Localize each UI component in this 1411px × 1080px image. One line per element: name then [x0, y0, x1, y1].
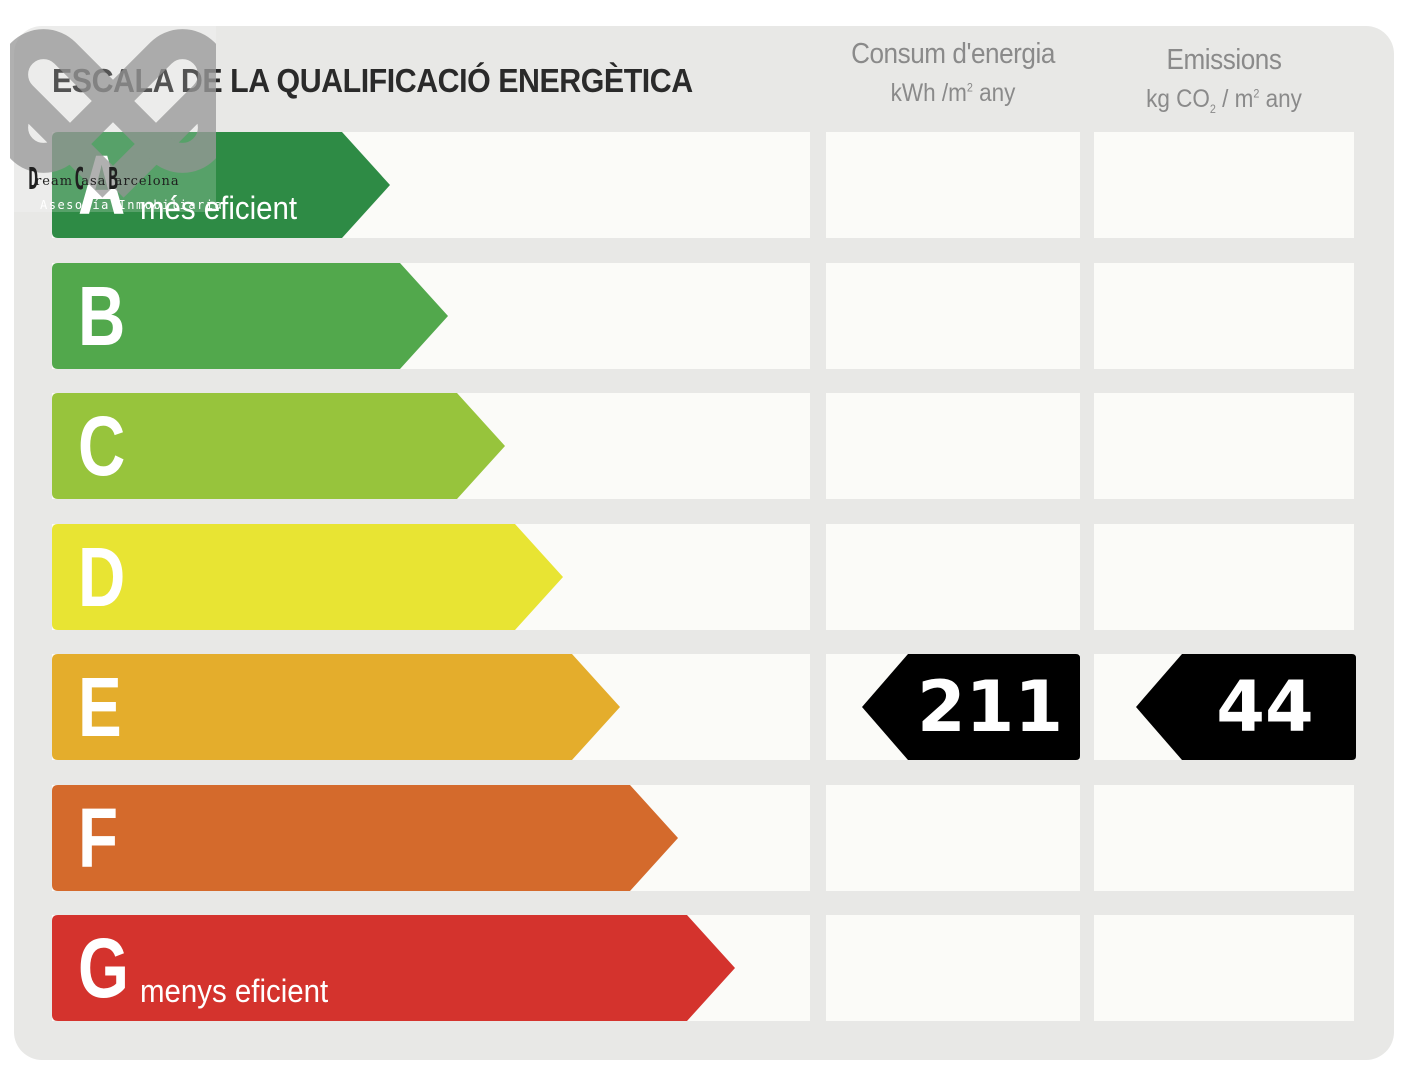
- emissions-cell: [1094, 524, 1354, 630]
- interlocked-hearts-logo-icon: [10, 6, 216, 212]
- consum-column-header: Consum d'energia kWh /m2 any: [826, 38, 1080, 108]
- consum-cell: [826, 524, 1080, 630]
- rating-letter: D: [78, 530, 126, 624]
- consum-cell: [826, 785, 1080, 891]
- emissions-column-title: Emissions: [1166, 44, 1282, 76]
- emissions-cell: [1094, 915, 1354, 1021]
- emissions-cell: [1094, 393, 1354, 499]
- rating-efficiency-label: més eficient: [140, 190, 298, 226]
- rating-letter: F: [78, 791, 119, 885]
- rating-letter: C: [78, 399, 126, 493]
- emissions-rating-badge-value: 44: [1216, 666, 1314, 748]
- emissions-cell: [1094, 263, 1354, 369]
- rating-letter: B: [78, 269, 126, 363]
- emissions-cell: [1094, 132, 1354, 238]
- rating-arrow-b: B: [52, 263, 450, 369]
- emissions-cell: [1094, 785, 1354, 891]
- emissions-column-header: Emissions kg CO2 / m2 any: [1094, 44, 1354, 116]
- logo-tagline: Asesoría Inmobiliaria: [40, 198, 224, 212]
- rating-arrow-e: E: [52, 654, 622, 760]
- consum-cell: [826, 263, 1080, 369]
- rating-efficiency-label: menys eficient: [140, 973, 329, 1009]
- rating-arrow-f: F: [52, 785, 680, 891]
- logo-wordmark: Dream Casa Barcelona Asesoría Inmobiliar…: [28, 162, 224, 212]
- emissions-rating-badge: 44: [1134, 654, 1356, 760]
- rating-arrow-c: C: [52, 393, 507, 499]
- consum-cell: [826, 393, 1080, 499]
- consum-column-title: Consum d'energia: [851, 38, 1055, 70]
- rating-letter: G: [78, 921, 129, 1015]
- consum-column-unit: kWh /m2 any: [890, 79, 1016, 107]
- emissions-column-unit: kg CO2 / m2 any: [1146, 85, 1302, 116]
- consum-cell: [826, 132, 1080, 238]
- consum-rating-badge: 211: [860, 654, 1080, 760]
- rating-arrow-d: D: [52, 524, 565, 630]
- consum-rating-badge-value: 211: [916, 666, 1064, 748]
- consum-cell: [826, 915, 1080, 1021]
- rating-letter: E: [78, 660, 122, 754]
